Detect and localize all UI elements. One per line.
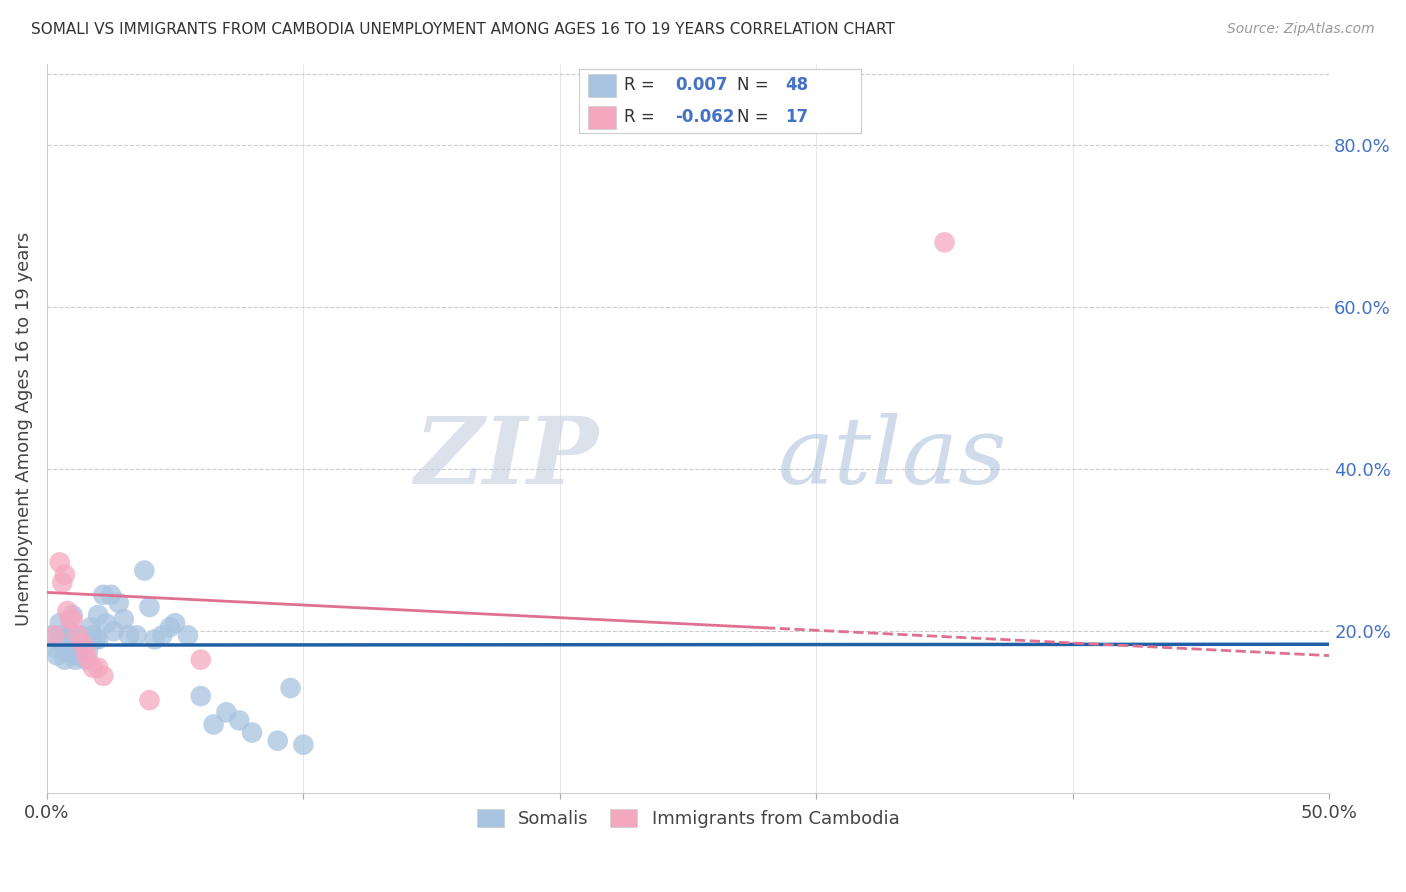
Point	[62, 608, 84, 623]
Text: Source: ZipAtlas.com: Source: ZipAtlas.com	[1227, 22, 1375, 37]
Point	[44, 628, 66, 642]
Point	[53, 653, 76, 667]
Point	[56, 632, 79, 647]
Point	[56, 644, 79, 658]
Point	[72, 644, 94, 658]
Point	[150, 628, 173, 642]
Point	[51, 636, 73, 650]
Point	[84, 632, 107, 647]
Point	[82, 628, 104, 642]
Point	[91, 588, 114, 602]
Point	[94, 616, 117, 631]
Point	[44, 640, 66, 655]
Point	[48, 616, 70, 631]
Point	[75, 636, 97, 650]
Text: SOMALI VS IMMIGRANTS FROM CAMBODIA UNEMPLOYMENT AMONG AGES 16 TO 19 YEARS CORREL: SOMALI VS IMMIGRANTS FROM CAMBODIA UNEMP…	[31, 22, 894, 37]
Legend: Somalis, Immigrants from Cambodia: Somalis, Immigrants from Cambodia	[470, 802, 907, 836]
Point	[138, 693, 160, 707]
Point	[125, 628, 148, 642]
Point	[59, 612, 82, 626]
Point	[53, 567, 76, 582]
Point	[267, 733, 290, 747]
Point	[143, 632, 166, 647]
Point	[75, 644, 97, 658]
Point	[240, 725, 263, 739]
Point	[56, 604, 79, 618]
Point	[118, 628, 141, 642]
Point	[190, 689, 212, 703]
Point	[87, 632, 110, 647]
Point	[112, 612, 135, 626]
Point	[66, 628, 89, 642]
Point	[62, 612, 84, 626]
Point	[107, 596, 129, 610]
Point	[51, 575, 73, 590]
Y-axis label: Unemployment Among Ages 16 to 19 years: Unemployment Among Ages 16 to 19 years	[15, 232, 32, 626]
Point	[134, 564, 156, 578]
Point	[165, 616, 187, 631]
Point	[159, 620, 181, 634]
Point	[280, 681, 302, 695]
Point	[934, 235, 956, 250]
Point	[69, 628, 91, 642]
Point	[190, 653, 212, 667]
Point	[63, 653, 86, 667]
Point	[59, 624, 82, 639]
Point	[87, 661, 110, 675]
Point	[75, 653, 97, 667]
Point	[41, 628, 63, 642]
Point	[228, 714, 250, 728]
Point	[82, 661, 104, 675]
Point	[66, 640, 89, 655]
Point	[103, 624, 125, 639]
Point	[138, 599, 160, 614]
Point	[46, 648, 69, 663]
Point	[48, 628, 70, 642]
Point	[48, 556, 70, 570]
Point	[215, 706, 238, 720]
Point	[100, 588, 122, 602]
Point	[77, 644, 100, 658]
Point	[91, 669, 114, 683]
Text: ZIP: ZIP	[413, 413, 599, 503]
Point	[62, 636, 84, 650]
Point	[79, 620, 101, 634]
Point	[177, 628, 200, 642]
Point	[72, 636, 94, 650]
Text: atlas: atlas	[778, 413, 1007, 503]
Point	[202, 717, 225, 731]
Point	[77, 653, 100, 667]
Point	[66, 648, 89, 663]
Point	[292, 738, 315, 752]
Point	[87, 608, 110, 623]
